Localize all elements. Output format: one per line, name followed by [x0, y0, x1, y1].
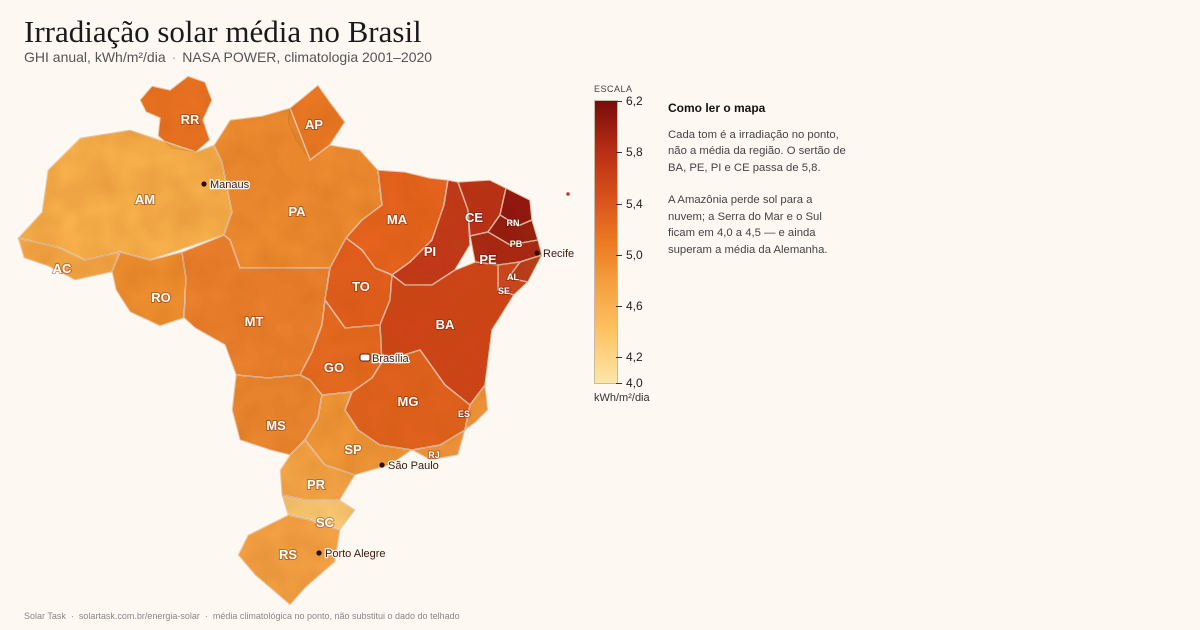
state-labels-layer: RR AP AM PA AC RO MT MA PI CE RN PB PE AL SE TO BA GO MG ES…: [52, 111, 524, 563]
note-heading: Como ler o mapa: [668, 101, 766, 115]
island-marker: [566, 192, 570, 196]
note-paragraph-1: Cada tom é a irradiação no ponto, não a …: [668, 128, 846, 174]
city-label-recife: Recife: [543, 248, 574, 260]
state-texture-ma: [346, 170, 448, 275]
cities-layer: Manaus Recife Brasília São Paulo Porto Alegr…: [201, 178, 575, 561]
scale-tick: [616, 152, 622, 154]
note-paragraph-2: A Amazônia perde sol para a nuvem; a Ser…: [668, 194, 828, 256]
state-texture-mt: [182, 235, 330, 378]
state-texture-ms: [232, 375, 322, 455]
city-marker-brasilia: [359, 353, 371, 362]
scale-tick-label: 4,6: [626, 299, 643, 314]
state-texture-pb: [488, 215, 538, 245]
state-texture-pa: [214, 108, 382, 268]
scale-tick-label: 4,0: [626, 376, 643, 390]
state-label-rs: RS: [279, 547, 297, 562]
map-subtitle: GHI anual, kWh/m²/dia · NASA POWER, climat…: [24, 49, 432, 65]
subtitle-source: NASA POWER, climatologia 2001–2020: [182, 49, 433, 65]
state-texture-rs: [238, 515, 340, 605]
state-label-rj: RJ: [428, 450, 440, 460]
state-label-pr: PR: [307, 477, 326, 492]
city-marker-manaus: [201, 181, 207, 187]
state-texture-ce: [458, 180, 506, 236]
state-texture-al: [508, 255, 542, 282]
scale-tick-label: 5,8: [626, 145, 643, 160]
state-label-al: AL: [507, 272, 519, 282]
color-scale-bar: [594, 100, 618, 384]
scale-tick: [616, 383, 622, 384]
reading-note: Como ler o mapa Cada tom é a irradiação …: [668, 100, 850, 274]
state-label-am: AM: [135, 192, 155, 207]
footer-disclaimer: média climatológica no ponto, não substi…: [212, 611, 460, 621]
scale-header: ESCALA: [594, 84, 633, 94]
state-texture-pi: [392, 180, 470, 285]
state-label-ma: MA: [387, 212, 408, 227]
state-label-rr: RR: [181, 112, 200, 127]
footer-sep-1: ·: [70, 611, 74, 621]
scale-tick: [616, 203, 622, 205]
subtitle-separator: ·: [171, 49, 177, 65]
state-texture-mg: [345, 350, 470, 450]
state-label-ro: RO: [151, 290, 171, 305]
state-texture-ac: [18, 238, 120, 280]
scale-tick-label: 6,2: [626, 94, 643, 108]
scale-tick-label: 4,2: [626, 350, 643, 365]
state-texture-rr: [140, 76, 212, 152]
state-texture-rj: [412, 430, 465, 460]
city-label-brasilia: Brasília: [372, 353, 410, 365]
map-title: Irradiação solar média no Brasil: [24, 14, 422, 49]
state-label-pe: PE: [479, 252, 497, 267]
state-label-se: SE: [498, 286, 510, 296]
state-texture-go: [300, 300, 382, 395]
city-label-porto-alegre: Porto Alegre: [325, 548, 386, 560]
state-label-sc: SC: [316, 515, 335, 530]
texture-layer: [18, 76, 542, 605]
state-label-mt: MT: [245, 314, 264, 329]
footer-url[interactable]: solartask.com.br/energia-solar: [78, 611, 200, 621]
scale-tick: [616, 357, 622, 359]
scale-tick: [616, 306, 622, 308]
state-texture-ba: [380, 262, 514, 405]
state-label-ba: BA: [436, 317, 455, 332]
scale-tick: [616, 254, 622, 256]
state-texture-pe: [470, 232, 542, 265]
state-texture-to: [325, 238, 392, 328]
state-label-ms: MS: [266, 418, 286, 433]
city-label-manaus: Manaus: [210, 179, 250, 191]
scale-unit: kWh/m²/dia: [594, 392, 650, 404]
state-texture-sc: [282, 495, 355, 530]
state-texture-am: [18, 130, 232, 260]
state-label-ce: CE: [465, 210, 483, 225]
state-label-ac: AC: [53, 261, 72, 276]
city-label-sao-paulo: São Paulo: [388, 460, 439, 472]
state-label-mg: MG: [398, 394, 419, 409]
scale-tick-label: 5,0: [626, 247, 643, 262]
footer-sep-2: ·: [204, 611, 208, 621]
state-label-pb: PB: [510, 239, 523, 249]
state-texture-pr: [280, 440, 355, 500]
state-label-to: TO: [352, 279, 370, 294]
state-texture-se: [498, 262, 528, 295]
state-texture-sp: [305, 392, 412, 475]
state-label-go: GO: [324, 360, 344, 375]
city-marker-recife: [534, 250, 540, 256]
footer: Solar Task · solartask.com.br/energia-sola…: [24, 611, 460, 621]
scale-tick-label: 5,4: [626, 196, 643, 211]
state-label-pa: PA: [288, 204, 306, 219]
state-texture-rn: [500, 188, 532, 226]
scale-tick: [616, 101, 622, 102]
state-label-sp: SP: [344, 442, 362, 457]
state-texture-es: [465, 385, 488, 430]
subtitle-metric: GHI anual, kWh/m²/dia: [24, 49, 166, 65]
state-label-ap: AP: [305, 117, 323, 132]
footer-brand: Solar Task: [24, 611, 66, 621]
state-texture-ro: [112, 252, 186, 326]
state-label-es: ES: [458, 409, 470, 419]
city-marker-porto-alegre: [316, 550, 322, 556]
state-label-pi: PI: [424, 244, 436, 259]
state-label-rn: RN: [507, 218, 520, 228]
city-marker-sao-paulo: [379, 462, 385, 468]
